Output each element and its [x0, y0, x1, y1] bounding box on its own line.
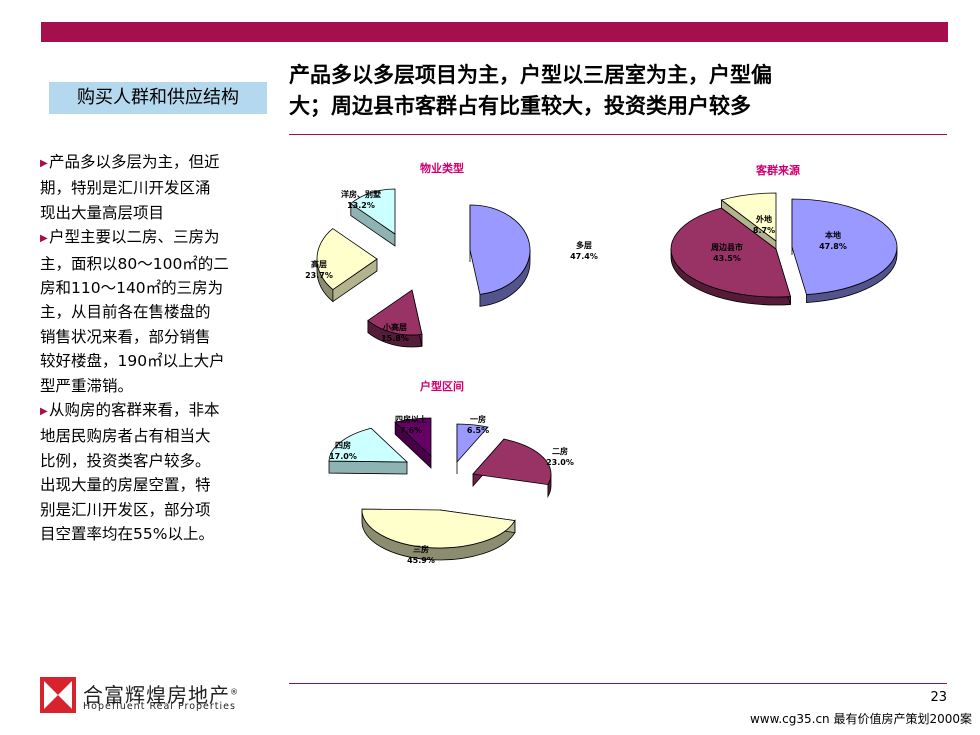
- headline-line-2: 大；周边县市客群占有比重较大，投资类用户较多: [289, 94, 751, 118]
- bullet-1-line-1: 产品多以多层为主，但近: [49, 153, 220, 171]
- bullet-marker-icon: ▶: [40, 406, 48, 418]
- chart-2-slice-value: 43.5%: [713, 254, 741, 263]
- chart-3-slice: [328, 427, 409, 463]
- chart-1-slice-name: 多层: [576, 240, 592, 250]
- chart-3-slice-value: 7.6%: [400, 426, 422, 435]
- headline-line-1: 产品多以多层项目为主，户型以三居室为主，户型偏: [289, 63, 772, 87]
- chart-3-slice-value: 17.0%: [329, 452, 357, 461]
- chart-2-slice: [791, 198, 898, 295]
- chart-3-slice: [361, 508, 516, 549]
- bullet-2-line-7: 型严重滞销。: [40, 376, 134, 395]
- chart-2-title: 客群来源: [755, 163, 800, 177]
- bullet-3-line-2: 地居民购房者占有相当大: [40, 427, 211, 446]
- chart-1-slice-name: 小高层: [382, 322, 407, 332]
- bullet-3: ▶从购房的客群来看，非本 地居民购房者占有相当大 比例，投资类客户较多。 出现大…: [40, 398, 270, 546]
- logo-x-icon: [44, 681, 72, 709]
- bullet-marker-icon: ▶: [40, 158, 48, 169]
- bullet-1-line-2: 期，特别是汇川开发区涌: [40, 179, 211, 198]
- chart-1-slice-value: 13.2%: [347, 201, 375, 210]
- chart-3-slice-value: 23.0%: [546, 458, 574, 467]
- chart-3-slice-value: 6.5%: [467, 426, 489, 435]
- chart-3-slice-edge: [328, 460, 408, 475]
- footer-divider: [289, 683, 947, 684]
- bullet-3-line-3: 比例，投资类客户较多。: [40, 451, 211, 470]
- page-headline: 产品多以多层项目为主，户型以三居室为主，户型偏 大；周边县市客群占有比重较大，投…: [289, 60, 949, 122]
- chart-3-slice: [472, 438, 552, 486]
- chart-2-slice: [670, 207, 791, 298]
- bullet-2-line-1: 户型主要以二房、三房为: [49, 228, 220, 247]
- bullet-3-line-1: 从购房的客群来看，非本: [49, 401, 220, 420]
- logo-name-cn: 合富辉煌房地产®: [83, 679, 239, 708]
- bullet-2-line-3: 房和110～140㎡的三房为: [40, 279, 224, 298]
- bullet-2-line-6: 较好楼盘，190㎡以上大户: [40, 352, 225, 371]
- chart-3-slice-name: 二房: [552, 446, 568, 456]
- chart-1-slice: [469, 204, 531, 295]
- footer-source: www.cg35.cn 最有价值房产策划2000案: [749, 712, 972, 726]
- chart-3-slice-name: 三房: [413, 544, 429, 554]
- chart-1-slice-name: 高层: [311, 259, 327, 269]
- registered-mark: ®: [230, 687, 239, 697]
- logo-mark-icon: [40, 677, 76, 713]
- bullet-1-line-3: 现出大量高层项目: [40, 203, 165, 222]
- chart-2-slice-value: 8.7%: [753, 226, 775, 235]
- chart-1-slice: [367, 289, 423, 336]
- chart-1-slice: [350, 188, 396, 235]
- top-accent-bar: [41, 22, 948, 42]
- bullet-1: ▶产品多以多层为主，但近 期，特别是汇川开发区涌 现出大量高层项目: [40, 150, 270, 225]
- chart-2-slice-name: 外地: [756, 214, 772, 224]
- chart-2-slice-name: 本地: [824, 230, 841, 240]
- section-label: 购买人群和供应结构: [49, 82, 267, 114]
- chart-2-slice-value: 47.8%: [819, 242, 847, 251]
- bullet-2: ▶户型主要以二房、三房为 主，面积以80～100㎡的二 房和110～140㎡的三…: [40, 225, 270, 398]
- chart-1-slice-value: 23.7%: [305, 271, 333, 280]
- bullet-3-line-6: 目空置率均在55%以上。: [40, 525, 214, 544]
- chart-2-slice-name: 周边县市: [711, 242, 743, 252]
- bullet-2-line-2: 主，面积以80～100㎡的二: [40, 254, 229, 273]
- bullet-2-line-5: 销售状况来看，部分销售: [40, 327, 211, 346]
- chart-3-title: 户型区间: [420, 379, 464, 393]
- chart-1-slice-value: 15.8%: [381, 334, 409, 343]
- bullet-2-line-4: 主，从目前各在售楼盘的: [40, 303, 211, 322]
- chart-2-slice: [720, 192, 777, 242]
- chart-3-slice-value: 45.9%: [407, 556, 435, 565]
- logo-name-en: Hopefluent Real Properties: [83, 701, 236, 712]
- bullet-3-line-5: 别是汇川开发区，部分项: [40, 500, 211, 519]
- logo-name-text: 合富辉煌房地产: [83, 683, 230, 707]
- chart-1-slice: [316, 228, 378, 291]
- bullet-marker-icon: ▶: [40, 233, 48, 245]
- chart-1-slice-name: 洋房、别墅: [341, 189, 381, 199]
- page-number: 23: [930, 690, 947, 705]
- chart-1-slice-value: 47.4%: [570, 252, 598, 261]
- chart-1-title: 物业类型: [420, 161, 464, 175]
- chart-3-slice: [394, 417, 432, 457]
- headline-divider: [289, 134, 947, 135]
- bullet-3-line-4: 出现大量的房屋空置，特: [40, 476, 211, 495]
- chart-3-slice-name: 一房: [470, 414, 486, 424]
- chart-3-slice-name: 四房: [335, 440, 351, 450]
- bullet-list: ▶产品多以多层为主，但近 期，特别是汇川开发区涌 现出大量高层项目 ▶户型主要以…: [40, 150, 270, 547]
- chart-3-slice-name: 四房以上: [395, 414, 427, 424]
- chart-3-slice: [456, 423, 489, 464]
